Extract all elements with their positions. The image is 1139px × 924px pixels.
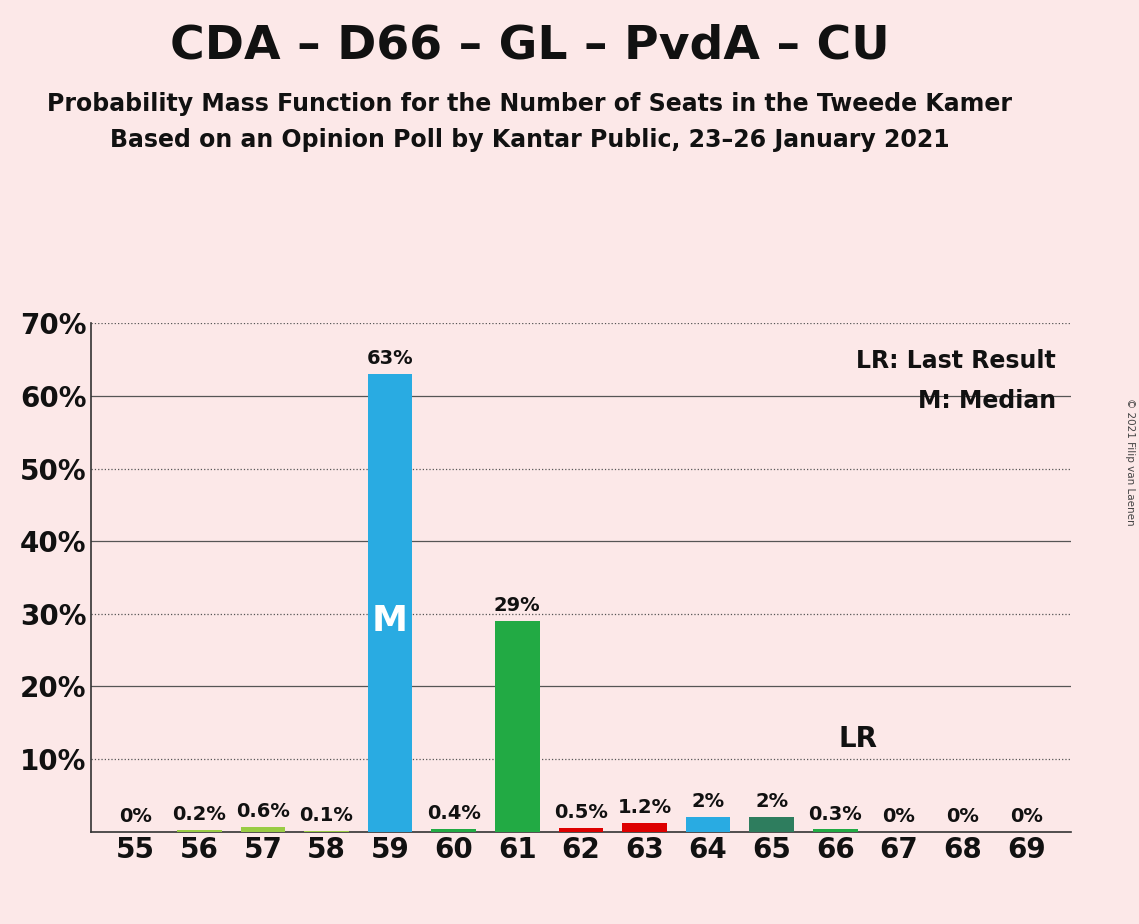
Text: 0.3%: 0.3%: [809, 805, 862, 823]
Text: 1.2%: 1.2%: [617, 798, 672, 817]
Text: 0%: 0%: [120, 807, 153, 826]
Text: Based on an Opinion Poll by Kantar Public, 23–26 January 2021: Based on an Opinion Poll by Kantar Publi…: [109, 128, 950, 152]
Text: LR: LR: [838, 725, 877, 753]
Bar: [432, 829, 476, 832]
Text: M: Median: M: Median: [918, 390, 1056, 413]
Text: M: M: [372, 604, 408, 638]
Text: 0.1%: 0.1%: [300, 806, 353, 825]
Text: 63%: 63%: [367, 349, 413, 369]
Text: 0.4%: 0.4%: [427, 804, 481, 823]
Text: © 2021 Filip van Laenen: © 2021 Filip van Laenen: [1125, 398, 1134, 526]
Text: 0.2%: 0.2%: [172, 806, 227, 824]
Text: Probability Mass Function for the Number of Seats in the Tweede Kamer: Probability Mass Function for the Number…: [47, 92, 1013, 116]
Bar: [177, 830, 221, 832]
Text: 0.5%: 0.5%: [554, 803, 608, 822]
Bar: [749, 817, 794, 832]
Text: 29%: 29%: [494, 596, 541, 615]
Text: 2%: 2%: [755, 792, 788, 811]
Text: 0%: 0%: [883, 807, 916, 826]
Bar: [686, 817, 730, 832]
Text: 2%: 2%: [691, 792, 724, 811]
Text: LR: Last Result: LR: Last Result: [857, 348, 1056, 372]
Bar: [240, 827, 285, 832]
Text: 0%: 0%: [1009, 807, 1042, 826]
Bar: [368, 374, 412, 832]
Text: 0.6%: 0.6%: [236, 802, 289, 821]
Bar: [495, 621, 540, 832]
Text: CDA – D66 – GL – PvdA – CU: CDA – D66 – GL – PvdA – CU: [170, 23, 890, 68]
Text: 0%: 0%: [947, 807, 978, 826]
Bar: [813, 830, 858, 832]
Bar: [622, 823, 666, 832]
Bar: [558, 828, 604, 832]
